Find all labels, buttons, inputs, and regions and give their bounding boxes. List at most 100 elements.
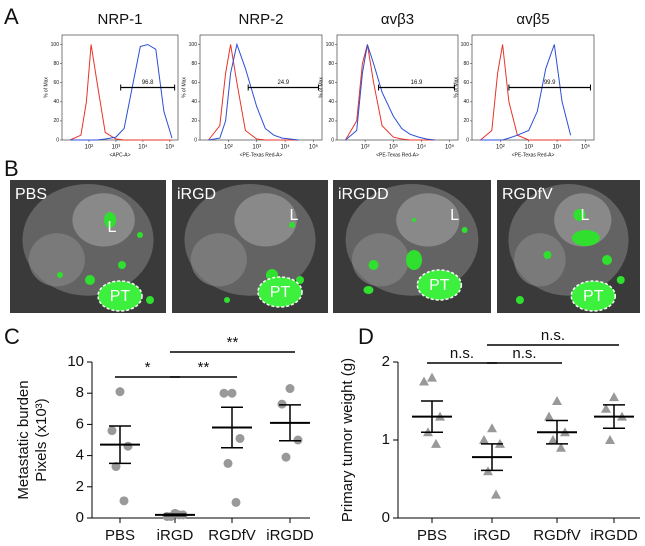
gate-label: 24.9 xyxy=(277,80,289,86)
data-point xyxy=(427,372,437,382)
metastasis xyxy=(573,209,586,221)
x-tick-label: 10⁴ xyxy=(138,144,148,151)
y-tick-label: 8 xyxy=(76,384,84,401)
x-tick-label: 10⁵ xyxy=(445,144,455,151)
x-tick-label: iRGD xyxy=(157,527,194,544)
panel-letter: A xyxy=(4,4,19,29)
error-bar xyxy=(279,404,301,442)
image-panel: PT L RGDfV xyxy=(497,180,640,313)
y-tick-label: 2 xyxy=(382,353,390,370)
tissue xyxy=(234,193,297,247)
y-tick-label: 0 xyxy=(76,509,84,526)
x-tick-label: 10⁵ xyxy=(165,144,175,151)
metastasis xyxy=(368,260,379,270)
metastasis xyxy=(461,227,468,233)
data-point xyxy=(487,423,497,433)
tissue xyxy=(72,193,135,247)
y-tick-label: 20 xyxy=(53,118,59,124)
x-tick-label: iRGD xyxy=(474,527,511,544)
data-point xyxy=(227,388,237,398)
metastasis xyxy=(543,251,552,259)
chart-title: αvβ3 xyxy=(381,11,414,28)
plot-frame xyxy=(336,34,459,141)
data-point xyxy=(552,396,562,405)
y-tick-label: 80 xyxy=(328,61,334,67)
y-tick-label: 60 xyxy=(53,80,59,86)
chart-title: NRP-1 xyxy=(97,11,142,28)
data-point xyxy=(235,433,245,443)
y-axis-label: % of Max xyxy=(43,77,49,98)
data-point xyxy=(556,442,566,452)
data-point xyxy=(605,435,615,444)
image-label: iRGD xyxy=(177,186,216,203)
data-point xyxy=(544,411,554,421)
data-point xyxy=(277,399,287,409)
data-point xyxy=(123,441,133,451)
y-tick-label: 0 xyxy=(331,137,334,143)
metastasis xyxy=(515,296,524,304)
data-point xyxy=(166,511,176,521)
tumor xyxy=(257,276,303,308)
tumor-label: PT xyxy=(270,284,291,301)
organ-label: L xyxy=(581,207,590,224)
chart-title: αvβ5 xyxy=(516,11,549,28)
error-bar xyxy=(221,406,243,449)
data-point xyxy=(293,435,303,445)
data-point xyxy=(285,384,295,394)
x-axis-label: <PE-Texas Red-A> xyxy=(512,152,555,158)
histogram-line xyxy=(345,44,435,141)
significance-label: n.s. xyxy=(512,345,536,362)
metastasis xyxy=(363,286,374,294)
x-tick-label: 10⁵ xyxy=(309,144,319,151)
y-axis-label: Metastatic burden xyxy=(15,380,32,499)
x-tick-label: 10³ xyxy=(112,145,121,151)
significance-label: n.s. xyxy=(541,327,565,344)
x-axis-label: <APC-A> xyxy=(109,152,130,158)
x-tick-label: 10² xyxy=(496,145,505,151)
y-tick-label: 20 xyxy=(328,118,334,124)
y-tick-label: 40 xyxy=(328,99,334,105)
y-tick-label: 60 xyxy=(463,80,469,86)
x-tick-label: 10⁴ xyxy=(552,144,562,151)
data-point xyxy=(223,458,233,468)
x-tick-label: 10² xyxy=(224,145,233,151)
y-tick-label: 100 xyxy=(461,42,470,48)
y-tick-label: 6 xyxy=(76,415,84,432)
metastasis xyxy=(571,230,600,246)
data-point xyxy=(115,387,125,397)
y-tick-label: 40 xyxy=(463,99,469,105)
panel-letter: B xyxy=(4,156,19,181)
organ-label: L xyxy=(108,219,117,236)
x-axis-label: <PE-Texas Red-A> xyxy=(376,152,419,158)
metastasis xyxy=(146,296,154,304)
gate-label: 96.8 xyxy=(142,80,154,86)
x-tick-label: 10⁵ xyxy=(581,144,591,151)
histogram-line xyxy=(480,44,572,141)
y-tick-label: 20 xyxy=(463,118,469,124)
metastasis xyxy=(602,255,612,265)
metastasis xyxy=(85,275,95,285)
tumor-label: PT xyxy=(583,288,604,305)
tissue xyxy=(514,233,566,287)
tumor xyxy=(416,269,463,301)
data-point xyxy=(281,452,291,462)
x-tick-label: iRGDD xyxy=(590,527,638,544)
y-tick-label: 10 xyxy=(67,353,84,370)
y-tick-label: 1 xyxy=(382,431,390,448)
metastasis xyxy=(104,212,116,228)
y-tick-label: 4 xyxy=(76,447,84,464)
y-axis-label: % of Max xyxy=(181,77,187,98)
metastasis xyxy=(224,297,230,303)
x-tick-label: RGDfV xyxy=(533,527,581,544)
data-point xyxy=(119,496,129,506)
data-point xyxy=(231,497,241,507)
x-tick-label: 10³ xyxy=(524,145,533,151)
histogram-line xyxy=(70,43,173,141)
x-tick-label: PBS xyxy=(417,527,447,544)
error-bar xyxy=(603,404,625,430)
image-panel: PT L PBS xyxy=(10,180,166,313)
x-axis-label: <PE-Texas Red-A> xyxy=(240,152,283,158)
y-tick-label: 80 xyxy=(53,61,59,67)
